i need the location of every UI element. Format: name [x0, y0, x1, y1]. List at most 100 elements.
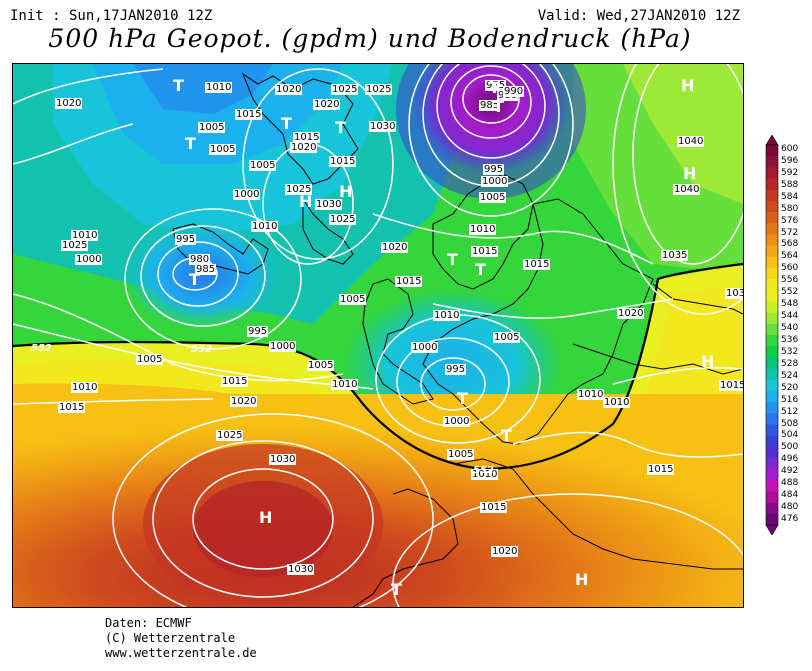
isobar-label: 1020 [617, 308, 645, 319]
scale-label: 540 [781, 323, 799, 334]
weather-map: 1020 1010 1020 1025 1025 1020 1015 1005 1030 1015… [12, 63, 744, 608]
scale-label: 544 [781, 311, 799, 322]
isobar-label: 1015 [647, 464, 675, 475]
scale-label: 492 [781, 466, 799, 477]
scale-swatch [766, 200, 778, 213]
isobar-label: 1015 [329, 156, 357, 167]
isobar-label: 980 [189, 254, 211, 265]
isohypse-label: 552 [191, 344, 212, 355]
scale-swatch [766, 513, 778, 526]
scale-swatch [766, 368, 778, 381]
scale-label: 580 [781, 203, 799, 214]
scale-label: 588 [781, 179, 799, 190]
scale-swatch [766, 301, 778, 313]
data-source: Daten: ECMWF [105, 616, 192, 630]
isobar-label: 1025 [329, 214, 357, 225]
low-pressure-marker: T [185, 134, 196, 153]
isobar-label: 1020 [230, 396, 258, 407]
scale-swatch [766, 335, 778, 347]
deepblue-field [133, 64, 273, 114]
isobar-label: 1025 [365, 84, 393, 95]
scale-swatch [766, 357, 778, 369]
isobar-label: 1020 [491, 546, 519, 557]
isobar-label: 1010 [205, 82, 233, 93]
isobar-label: 1005 [209, 144, 237, 155]
warm-field [13, 394, 743, 607]
isobar-label: 1015 [293, 132, 321, 143]
scale-swatch [766, 167, 778, 179]
isobars [13, 64, 743, 607]
isobar-label: 1010 [471, 469, 499, 480]
isobar-label: 985 [195, 264, 217, 275]
lightgreen-east-field [623, 64, 743, 204]
scale-swatch [766, 212, 778, 224]
isobar-label: 1000 [233, 189, 261, 200]
scale-swatch [766, 312, 778, 325]
isobar-label: 1010 [71, 382, 99, 393]
scale-swatch [766, 267, 778, 280]
isobar-label: 1000 [443, 416, 471, 427]
scale-swatch [766, 457, 778, 470]
scale-swatch [766, 145, 778, 157]
isobar-label: 1000 [269, 341, 297, 352]
scale-label: 596 [781, 155, 799, 166]
scale-swatch [766, 279, 778, 291]
isobar-label: 1000 [411, 342, 439, 353]
high-core-inner [193, 481, 333, 577]
valid-time: Valid: Wed,27JAN2010 12Z [537, 8, 740, 24]
isobar-label: 1015 [235, 109, 263, 120]
isobar-label: 1010 [251, 221, 279, 232]
low-pressure-marker: T [489, 78, 500, 97]
scale-swatch [766, 323, 778, 336]
scale-label: 552 [781, 287, 799, 298]
high-pressure-marker: H [299, 192, 313, 211]
isobar-label: 1005 [339, 294, 367, 305]
isobar-label: 995 [175, 234, 197, 245]
scale-label: 584 [781, 191, 799, 202]
init-time: Init : Sun,17JAN2010 12Z [10, 8, 213, 24]
scale-swatch [766, 413, 778, 425]
scale-label: 560 [781, 263, 799, 274]
scale-label: 600 [781, 144, 799, 154]
isobar-label: 1030 [315, 199, 343, 210]
isobar-label: 1005 [447, 449, 475, 460]
scale-swatch [766, 480, 778, 492]
map-title: 500 hPa Geopot. (gpdm) und Bodendruck (h… [48, 24, 692, 53]
scale-swatch [766, 178, 778, 191]
isobar-label: 1040 [673, 184, 701, 195]
scale-swatch [766, 290, 778, 302]
website-url: www.wetterzentrale.de [105, 646, 257, 660]
isobar-label: 1015 [221, 376, 249, 387]
scale-swatch [766, 234, 778, 246]
isobar-label: 1030 [269, 454, 297, 465]
isobar-label: 1005 [307, 360, 335, 371]
scale-label: 592 [781, 167, 799, 178]
scale-label: 504 [781, 430, 799, 441]
scale-label: 524 [781, 370, 799, 381]
scale-top-arrow [765, 134, 779, 146]
low-pressure-marker: T [501, 426, 512, 445]
scale-swatch [766, 223, 778, 235]
isobar-label: 1010 [71, 230, 99, 241]
scale-label: 512 [781, 406, 799, 417]
scale-label: 508 [781, 418, 799, 429]
isobar-label: 1005 [249, 160, 277, 171]
scale-swatch [766, 189, 778, 202]
isobar-label: 995 [483, 164, 505, 175]
isobar-label: 1015 [480, 502, 508, 513]
isobar-label: 1000 [75, 254, 103, 265]
scale-frame [765, 144, 779, 526]
isobar-label: 1005 [479, 192, 507, 203]
isobar-label: 990 [503, 86, 525, 97]
isobar-label: 1015 [719, 380, 743, 391]
isohypse-label: 552 [473, 465, 494, 476]
scale-label: 564 [781, 251, 799, 262]
scale-label: 484 [781, 490, 799, 501]
scale-label: 556 [781, 275, 799, 286]
isobar-label: 1030 [369, 121, 397, 132]
high-pressure-marker: H [339, 182, 353, 201]
isobar-label: 1020 [55, 98, 83, 109]
high-pressure-marker: H [683, 164, 697, 183]
isobar-label: 1025 [285, 184, 313, 195]
isobar-label: 1005 [493, 332, 521, 343]
